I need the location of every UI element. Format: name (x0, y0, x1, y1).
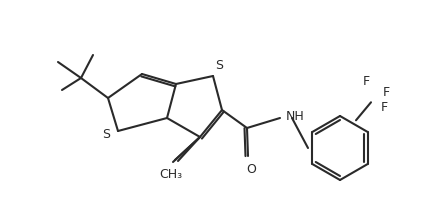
Text: F: F (381, 101, 388, 114)
Text: CH₃: CH₃ (160, 168, 183, 181)
Text: S: S (215, 59, 223, 72)
Text: S: S (102, 128, 110, 142)
Text: NH: NH (286, 110, 305, 123)
Text: F: F (362, 75, 370, 88)
Text: O: O (246, 163, 256, 176)
Text: F: F (383, 86, 390, 99)
